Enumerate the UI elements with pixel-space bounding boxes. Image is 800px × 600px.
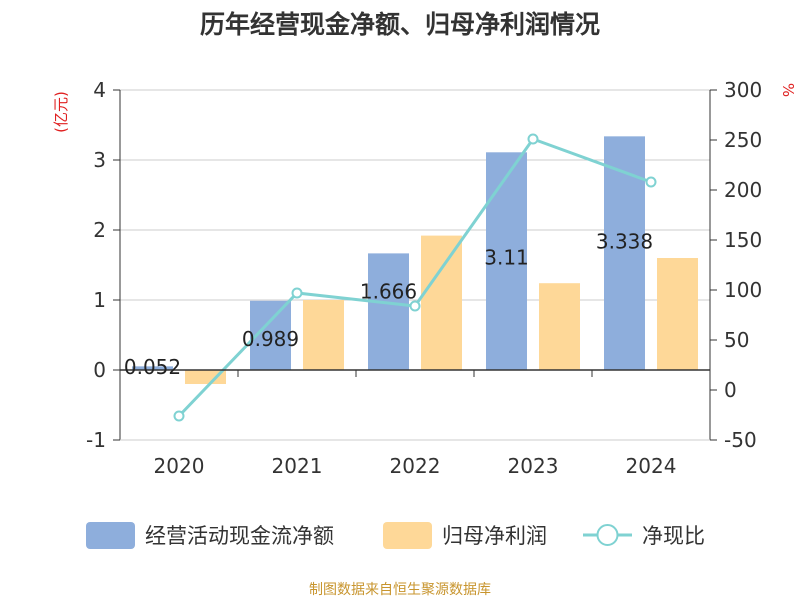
chart-title: 历年经营现金净额、归母净利润情况	[200, 10, 600, 39]
right-axis-unit: %	[779, 83, 797, 97]
legend: 经营活动现金流净额 归母净利润 净现比	[86, 522, 705, 549]
legend-item-0: 经营活动现金流净额	[86, 522, 334, 549]
bar-cashflow-2022	[368, 253, 409, 370]
data-labels: 0.052 0.989 1.666 3.11 3.338	[124, 229, 653, 379]
left-axis-unit: (亿元)	[52, 91, 70, 133]
right-tick-label: 300	[724, 78, 762, 102]
bar-net-profit-2020	[185, 370, 226, 384]
bar-net-profit-2023	[539, 283, 580, 370]
left-tick-label: 4	[93, 78, 106, 102]
left-tick-label: 2	[93, 218, 106, 242]
category-label-2020: 2020	[154, 454, 205, 478]
right-tick-label: 250	[724, 128, 762, 152]
left-tick-label: 3	[93, 148, 106, 172]
category-label-2024: 2024	[626, 454, 677, 478]
right-tick-label: -50	[724, 428, 757, 452]
bars	[132, 136, 698, 384]
right-tick-label: 0	[724, 378, 737, 402]
data-label-2023: 3.11	[484, 245, 529, 269]
right-tick-label: 200	[724, 178, 762, 202]
legend-marker	[596, 524, 619, 546]
legend-label: 净现比	[642, 524, 705, 548]
right-tick-label: 100	[724, 278, 762, 302]
line-point-2023	[527, 133, 539, 145]
line-point-2021	[291, 287, 303, 299]
axes: 4 3 2 1 0 -1 300 250 200 150 100 50 0 -50 2020 2021 2022…	[86, 78, 762, 478]
legend-swatch	[86, 522, 135, 549]
left-tick-label: -1	[86, 428, 106, 452]
bar-net-profit-2024	[657, 258, 698, 370]
legend-swatch	[383, 522, 432, 549]
data-label-2020: 0.052	[124, 355, 181, 379]
data-label-2021: 0.989	[242, 327, 299, 351]
data-label-2022: 1.666	[360, 279, 417, 303]
right-tick-label: 150	[724, 228, 762, 252]
left-tick-label: 1	[93, 288, 106, 312]
data-label-2024: 3.338	[596, 229, 653, 253]
legend-label: 经营活动现金流净额	[145, 524, 334, 548]
line-point-2020	[173, 410, 185, 422]
left-tick-label: 0	[93, 358, 106, 382]
source-note: 制图数据来自恒生聚源数据库	[309, 582, 491, 598]
category-label-2022: 2022	[390, 454, 441, 478]
bar-net-profit-2022	[421, 235, 462, 370]
bar-cashflow-2023	[486, 152, 527, 370]
category-label-2023: 2023	[508, 454, 559, 478]
bar-net-profit-2021	[303, 300, 344, 370]
legend-item-2: 净现比	[583, 524, 705, 548]
line-series	[173, 133, 657, 422]
line-point-2022	[409, 300, 421, 312]
legend-item-1: 归母净利润	[383, 522, 547, 549]
line-ratio	[177, 137, 652, 418]
category-label-2021: 2021	[272, 454, 323, 478]
bar-cashflow-2024	[604, 136, 645, 370]
legend-label: 归母净利润	[442, 524, 547, 548]
right-tick-label: 50	[724, 328, 749, 352]
line-point-2024	[645, 176, 657, 188]
bar-cashflow-2020	[132, 366, 173, 370]
